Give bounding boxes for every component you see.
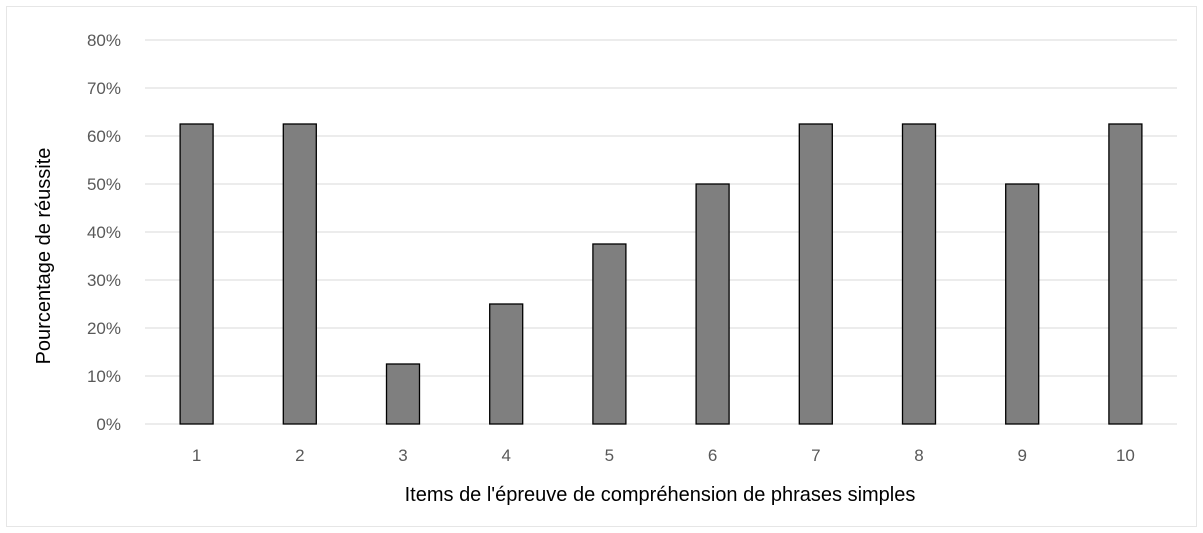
y-axis-tick-labels: 0% 10% 20% 30% 40% 50% 60% 70% 80%: [87, 31, 121, 434]
bar-item-10: [1108, 123, 1143, 425]
y-tick-label: 20%: [87, 319, 121, 338]
bar-item-7: [798, 123, 833, 425]
bar-item-9: [1005, 183, 1040, 425]
bar-item-6: [695, 183, 730, 425]
bars: [179, 123, 1143, 425]
bar-item-1: [179, 123, 214, 425]
x-axis-title: Items de l'épreuve de compréhension de p…: [405, 484, 916, 506]
x-tick-label: 4: [501, 446, 510, 465]
bar-item-4: [489, 303, 524, 425]
bar-item-5: [592, 243, 627, 425]
y-tick-label: 50%: [87, 175, 121, 194]
y-axis-title: Pourcentage de réussite: [33, 148, 55, 365]
bar-item-8: [901, 123, 937, 425]
x-tick-label: 7: [811, 446, 820, 465]
x-tick-label: 1: [192, 446, 201, 465]
chart-frame: [6, 6, 1197, 527]
x-axis-tick-labels: 1 2 3 4 5 6 7 8 9 10: [192, 446, 1135, 465]
gridlines: [145, 39, 1177, 425]
x-tick-label: 9: [1017, 446, 1026, 465]
y-tick-label: 30%: [87, 271, 121, 290]
x-tick-label: 5: [605, 446, 614, 465]
y-tick-label: 70%: [87, 79, 121, 98]
x-tick-label: 2: [295, 446, 304, 465]
bar-item-2: [282, 123, 317, 425]
bar-item-3: [385, 363, 421, 425]
y-tick-label: 10%: [87, 367, 121, 386]
x-tick-label: 10: [1116, 446, 1135, 465]
y-tick-label: 60%: [87, 127, 121, 146]
y-tick-label: 0%: [96, 415, 121, 434]
y-tick-label: 80%: [87, 31, 121, 50]
x-tick-label: 8: [914, 446, 923, 465]
x-tick-label: 3: [398, 446, 407, 465]
x-tick-label: 6: [708, 446, 717, 465]
y-tick-label: 40%: [87, 223, 121, 242]
